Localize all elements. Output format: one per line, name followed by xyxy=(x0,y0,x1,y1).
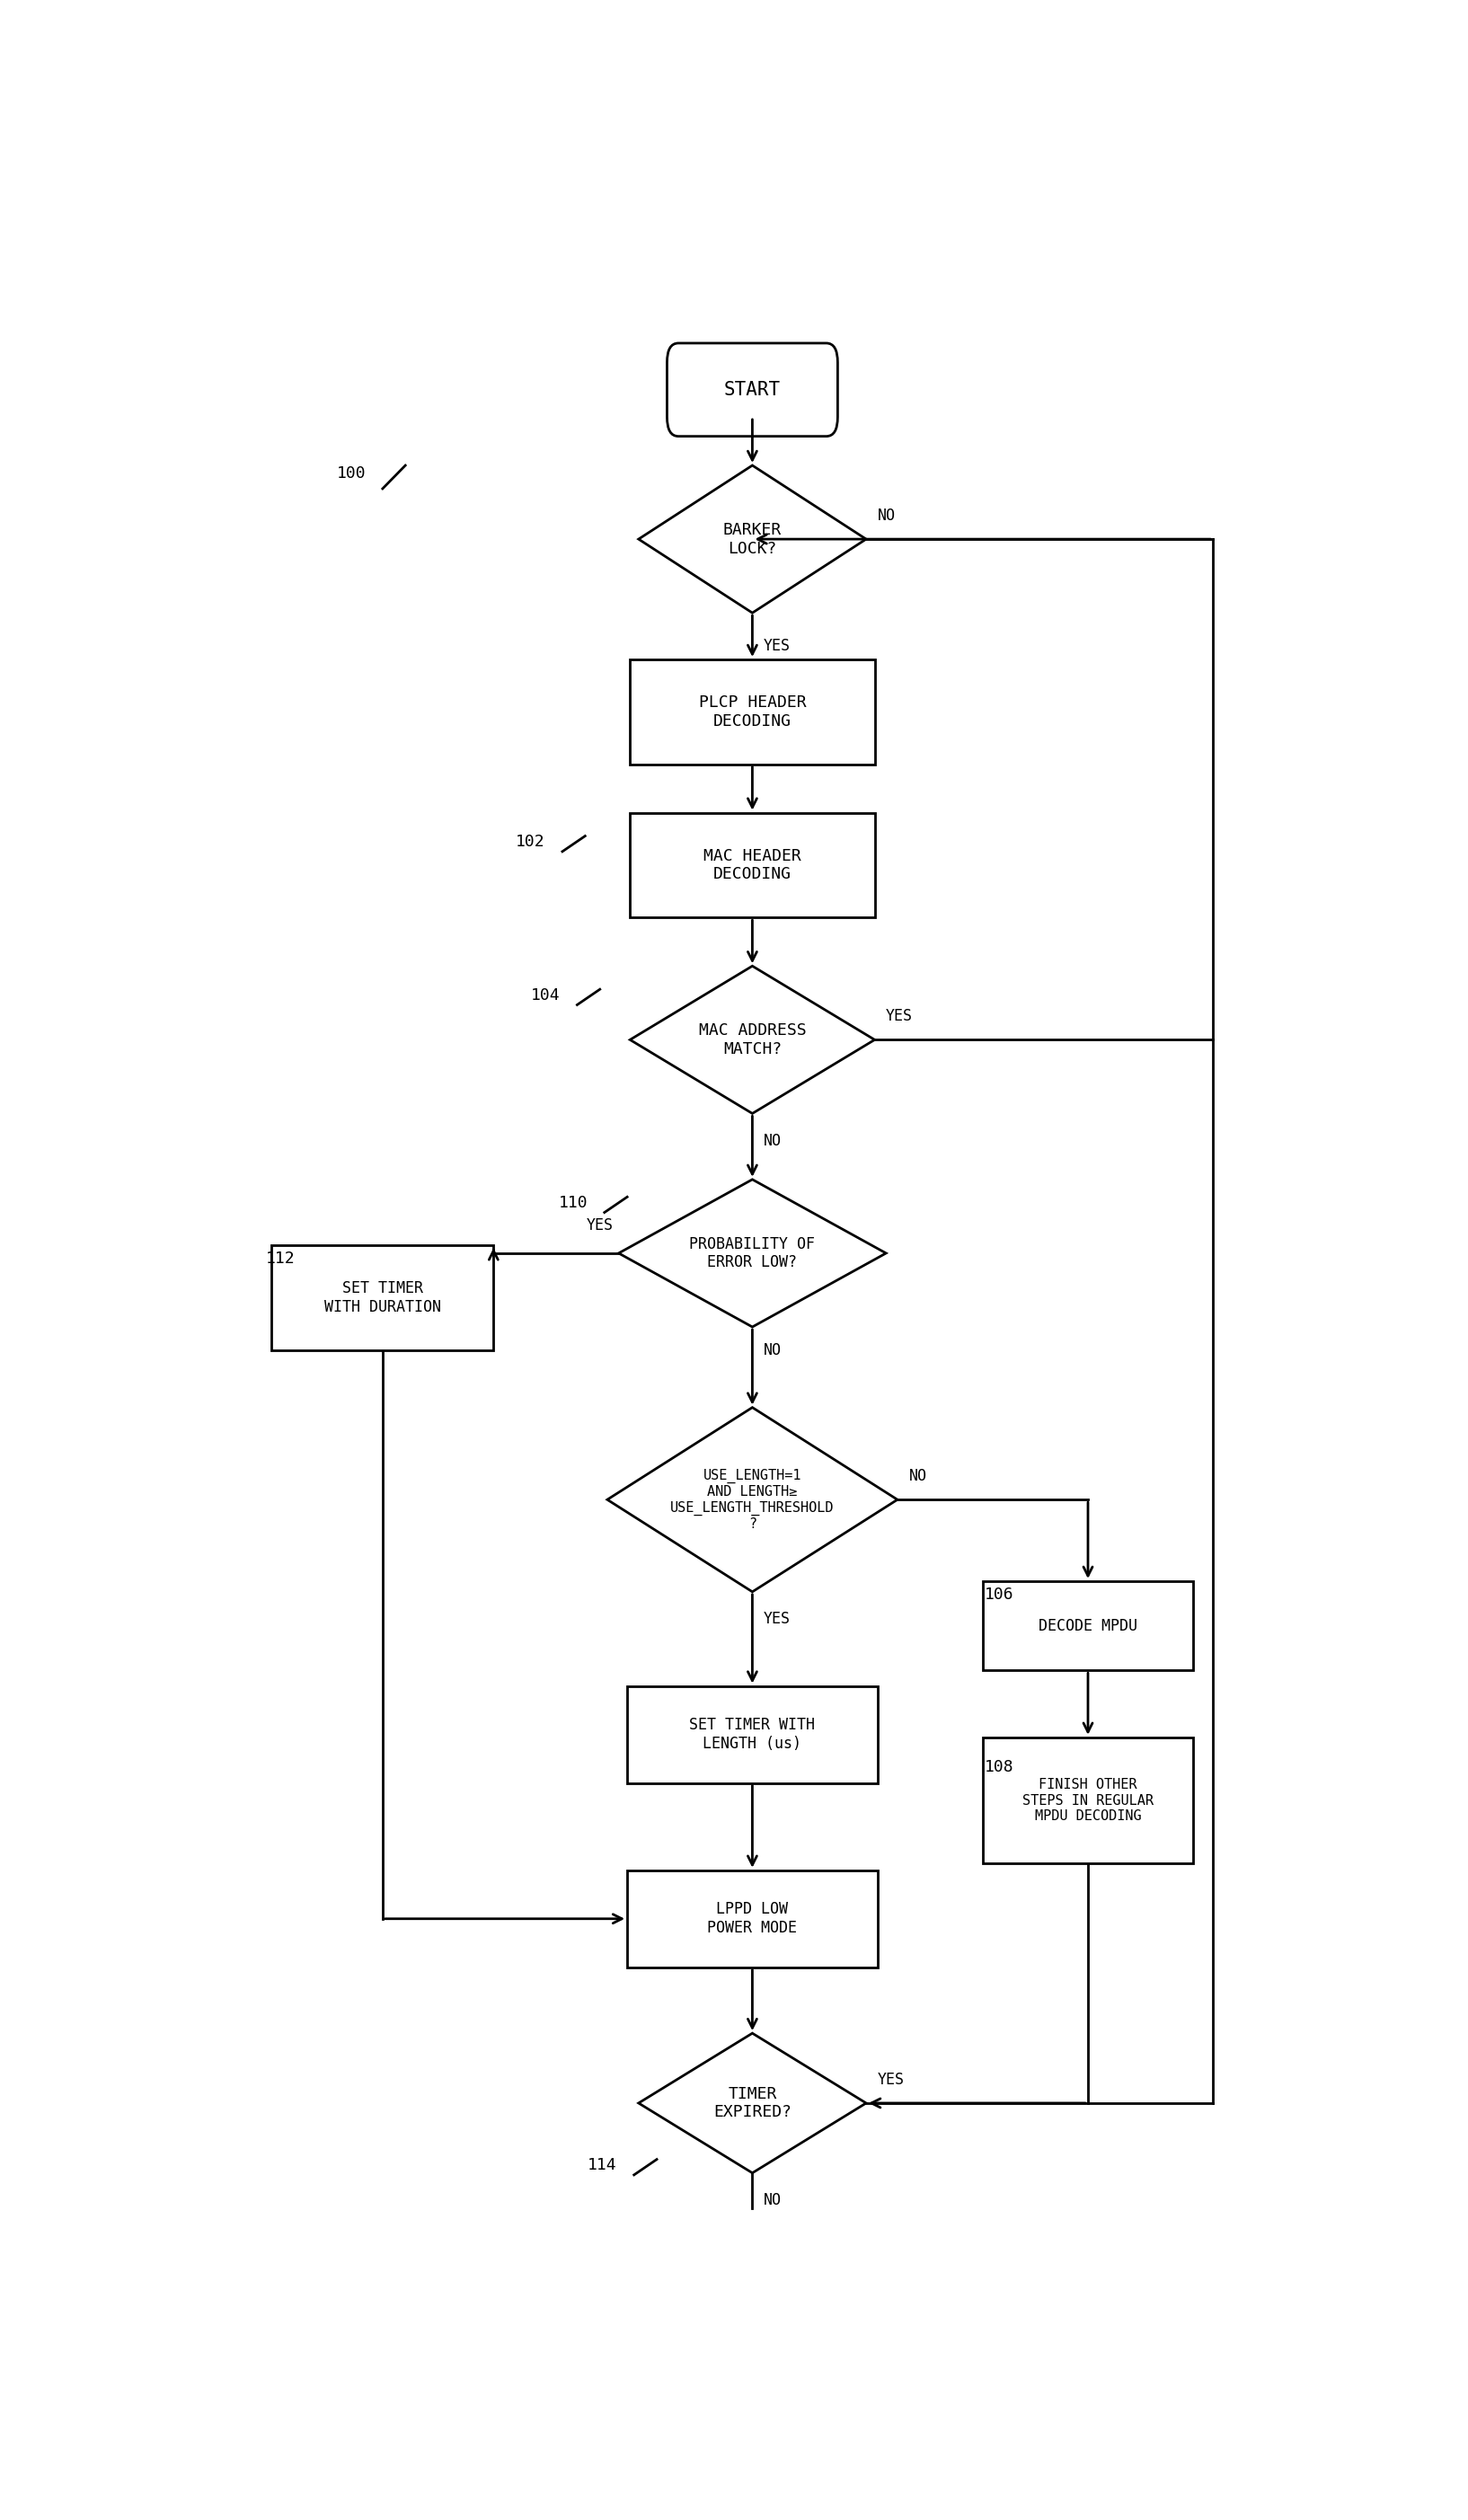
Text: FINISH OTHER
STEPS IN REGULAR
MPDU DECODING: FINISH OTHER STEPS IN REGULAR MPDU DECOD… xyxy=(1022,1779,1154,1822)
Text: MAC ADDRESS
MATCH?: MAC ADDRESS MATCH? xyxy=(699,1023,806,1058)
Text: PLCP HEADER
DECODING: PLCP HEADER DECODING xyxy=(699,696,806,728)
Text: YES: YES xyxy=(763,638,791,655)
Text: LPPD LOW
POWER MODE: LPPD LOW POWER MODE xyxy=(708,1900,797,1935)
Text: NO: NO xyxy=(763,2192,781,2208)
Text: PROBABILITY OF
ERROR LOW?: PROBABILITY OF ERROR LOW? xyxy=(690,1235,815,1270)
Text: 112: 112 xyxy=(266,1250,295,1268)
Bar xyxy=(630,660,875,764)
Text: NO: NO xyxy=(909,1469,926,1484)
Text: USE_LENGTH=1
AND LENGTH≥
USE_LENGTH_THRESHOLD
?: USE_LENGTH=1 AND LENGTH≥ USE_LENGTH_THRE… xyxy=(671,1469,834,1530)
Text: SET TIMER WITH
LENGTH (us): SET TIMER WITH LENGTH (us) xyxy=(690,1716,815,1751)
Polygon shape xyxy=(618,1179,887,1328)
Text: YES: YES xyxy=(878,2071,904,2087)
Text: TIMER
EXPIRED?: TIMER EXPIRED? xyxy=(713,2087,791,2119)
Bar xyxy=(272,1245,493,1351)
Text: 106: 106 xyxy=(985,1588,1014,1603)
Text: SET TIMER
WITH DURATION: SET TIMER WITH DURATION xyxy=(324,1280,440,1315)
Text: DECODE MPDU: DECODE MPDU xyxy=(1038,1618,1138,1633)
Text: 100: 100 xyxy=(338,466,367,481)
Text: MAC HEADER
DECODING: MAC HEADER DECODING xyxy=(703,847,802,882)
Text: YES: YES xyxy=(586,1217,614,1235)
Text: START: START xyxy=(724,381,781,398)
Text: 102: 102 xyxy=(515,834,545,849)
Text: 114: 114 xyxy=(587,2157,617,2172)
Text: NO: NO xyxy=(763,1134,781,1149)
Text: YES: YES xyxy=(763,1610,791,1628)
Text: YES: YES xyxy=(887,1008,913,1023)
Bar xyxy=(982,1736,1193,1862)
Bar xyxy=(630,814,875,917)
Bar xyxy=(627,1870,878,1968)
Text: BARKER
LOCK?: BARKER LOCK? xyxy=(724,522,781,557)
Polygon shape xyxy=(639,466,866,612)
Text: NO: NO xyxy=(878,507,895,524)
Text: 108: 108 xyxy=(985,1759,1014,1777)
FancyBboxPatch shape xyxy=(666,343,838,436)
Bar xyxy=(982,1580,1193,1671)
Polygon shape xyxy=(630,965,875,1114)
Polygon shape xyxy=(608,1409,897,1593)
Text: NO: NO xyxy=(763,1343,781,1358)
Text: 104: 104 xyxy=(530,988,559,1003)
Polygon shape xyxy=(639,2034,866,2172)
Text: 110: 110 xyxy=(559,1194,589,1210)
Bar xyxy=(627,1686,878,1784)
